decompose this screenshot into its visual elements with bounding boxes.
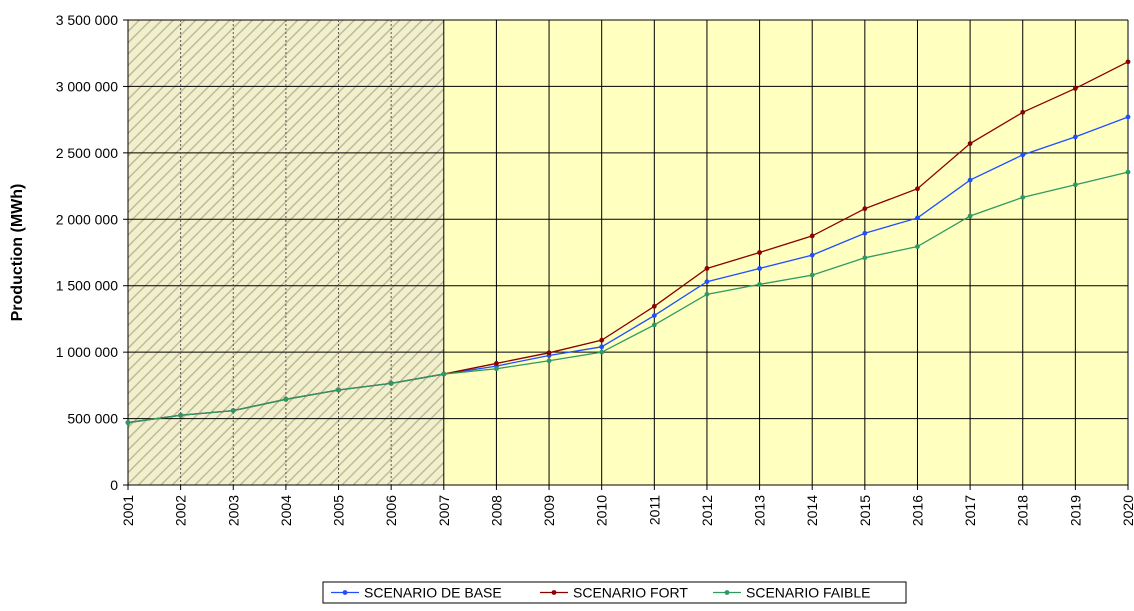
x-tick-label: 2002 (173, 495, 189, 526)
data-point-scenario-de-base (704, 279, 710, 285)
y-axis-label: Production (MWh) (9, 184, 26, 322)
data-point-scenario-faible (125, 420, 131, 425)
axes (127, 20, 1128, 486)
data-point-scenario-de-base (809, 252, 815, 258)
data-point-scenario-faible (1072, 182, 1078, 188)
data-point-scenario-faible (1125, 169, 1131, 175)
legend-label-scenario-faible: SCENARIO FAIBLE (746, 585, 870, 601)
data-point-scenario-de-base (1020, 152, 1026, 158)
data-point-scenario-fort (967, 141, 973, 146)
x-tick-label: 2009 (541, 495, 557, 526)
x-tick-label: 2006 (383, 495, 399, 526)
data-point-scenario-faible (809, 272, 815, 278)
data-point-scenario-faible (336, 387, 341, 393)
data-point-scenario-fort (546, 350, 552, 356)
y-tick-label: 3 000 000 (56, 78, 118, 94)
y-tick-label: 500 000 (67, 411, 118, 427)
data-point-scenario-faible (599, 349, 605, 355)
x-tick-label: 2007 (436, 495, 452, 526)
data-point-scenario-de-base (599, 344, 605, 350)
data-point-scenario-fort (1020, 109, 1026, 115)
data-point-scenario-fort (599, 337, 605, 343)
data-point-scenario-de-base (757, 266, 762, 271)
y-axis-ticks: 0 500 000 1 000 000 1 500 000 2 000 000 2 500… (56, 12, 128, 493)
x-tick-label: 2003 (225, 495, 241, 526)
y-tick-label: 2 000 000 (56, 211, 118, 227)
data-point-scenario-faible (704, 291, 710, 297)
series-lines (125, 59, 1131, 425)
x-tick-label: 2015 (857, 495, 873, 526)
legend-box (322, 581, 907, 604)
x-tick-label: 2013 (752, 495, 768, 526)
data-point-scenario-faible (388, 380, 394, 386)
data-point-scenario-de-base (1125, 114, 1131, 120)
data-point-scenario-faible (178, 412, 184, 418)
data-point-scenario-fort (915, 186, 920, 192)
legend-label-scenario-de-base: SCENARIO DE BASE (364, 585, 502, 601)
data-point-scenario-fort (1125, 59, 1131, 65)
data-point-scenario-faible (546, 358, 552, 364)
x-tick-label: 2017 (962, 495, 978, 526)
data-point-scenario-fort (704, 266, 710, 271)
legend-marker-scenario-faible (724, 590, 730, 595)
x-tick-label: 2016 (909, 495, 925, 526)
data-point-scenario-faible (915, 244, 920, 249)
x-tick-label: 2005 (331, 495, 347, 526)
data-point-scenario-faible (967, 213, 973, 219)
data-point-scenario-de-base (915, 215, 920, 221)
x-axis-ticks: 2001 2002 2003 2004 2005 2006 2007 2008 2009 2010… (120, 485, 1134, 526)
x-tick-label: 2020 (1120, 495, 1134, 526)
y-tick-label: 1 000 000 (56, 344, 118, 360)
data-point-scenario-faible (1020, 194, 1026, 200)
data-point-scenario-faible (651, 322, 657, 328)
x-tick-label: 2019 (1067, 495, 1083, 526)
y-tick-label: 0 (110, 477, 118, 493)
x-tick-label: 2018 (1015, 495, 1031, 526)
x-tick-label: 2001 (120, 495, 136, 526)
data-point-scenario-faible (862, 255, 868, 261)
x-tick-label: 2012 (699, 495, 715, 526)
data-point-scenario-de-base (651, 313, 657, 319)
plot-background (128, 20, 1129, 485)
series-line-scenario-faible (127, 171, 1129, 424)
data-point-scenario-fort (651, 303, 657, 309)
x-tick-label: 2010 (594, 495, 610, 526)
data-point-scenario-faible (283, 396, 289, 402)
data-point-scenario-faible (230, 408, 236, 413)
data-point-scenario-fort (1072, 86, 1078, 91)
data-point-scenario-de-base (1072, 134, 1078, 140)
data-point-scenario-fort (809, 233, 815, 239)
data-point-scenario-de-base (862, 230, 868, 236)
forecast-period-area (443, 20, 1129, 485)
x-tick-label: 2011 (646, 495, 662, 525)
legend: SCENARIO DE BASE SCENARIO FORT SCENARIO FA… (322, 581, 907, 604)
legend-marker-scenario-fort (551, 590, 557, 595)
x-tick-label: 2008 (488, 495, 504, 526)
legend-marker-scenario-de-base (342, 590, 348, 595)
data-point-scenario-fort (862, 206, 868, 212)
data-point-scenario-faible (494, 366, 499, 372)
y-tick-label: 2 500 000 (56, 145, 118, 161)
data-point-scenario-faible (441, 371, 447, 377)
data-point-scenario-de-base (967, 177, 973, 183)
x-tick-label: 2004 (278, 495, 294, 526)
y-tick-label: 3 500 000 (56, 12, 118, 28)
data-point-scenario-faible (757, 281, 762, 287)
y-tick-label: 1 500 000 (56, 278, 118, 294)
data-point-scenario-fort (757, 250, 762, 255)
data-point-scenario-fort (494, 361, 499, 366)
x-tick-label: 2014 (804, 495, 820, 526)
legend-label-scenario-fort: SCENARIO FORT (573, 585, 688, 601)
